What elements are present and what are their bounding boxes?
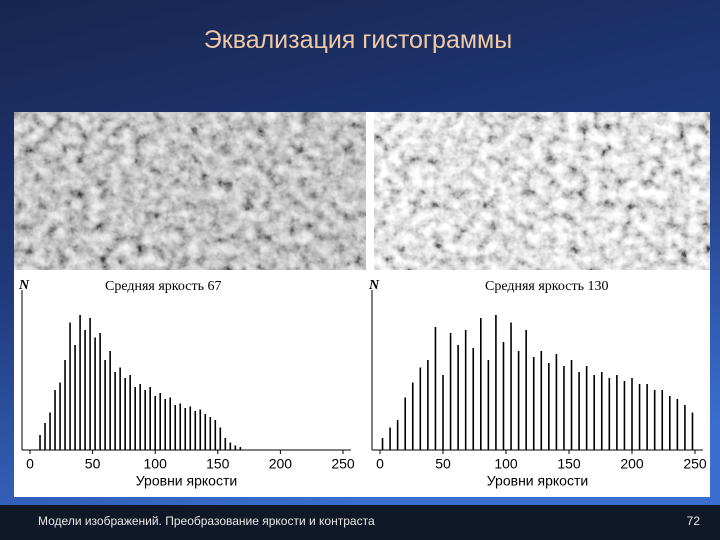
x-tick-label: 50	[85, 456, 101, 472]
y-axis-label: N	[368, 278, 380, 293]
footer-text: Модели изображений. Преобразование яркос…	[38, 514, 375, 528]
original-image	[14, 112, 366, 270]
x-tick-label: 150	[206, 456, 230, 472]
x-tick-label: 100	[144, 456, 168, 472]
x-tick-label: 200	[620, 456, 644, 472]
x-tick-label: 250	[683, 456, 707, 472]
x-tick-label: 0	[376, 456, 384, 472]
equalized-image	[374, 112, 710, 270]
histogram-subtitle: Средняя яркость 130	[485, 279, 608, 294]
x-tick-label: 150	[557, 456, 581, 472]
x-tick-label: 0	[26, 456, 34, 472]
x-tick-label: 50	[435, 456, 451, 472]
x-axis-label: Уровни яркости	[136, 473, 237, 489]
footer-bar	[0, 505, 720, 540]
histogram-subtitle: Средняя яркость 67	[105, 279, 221, 294]
x-tick-label: 100	[494, 456, 518, 472]
x-tick-label: 200	[269, 456, 293, 472]
x-axis-label: Уровни яркости	[487, 473, 588, 489]
slide-title: Эквализация гистограммы	[204, 26, 512, 54]
page-number: 72	[687, 514, 701, 528]
x-tick-label: 250	[331, 456, 355, 472]
y-axis-label: N	[18, 278, 30, 293]
